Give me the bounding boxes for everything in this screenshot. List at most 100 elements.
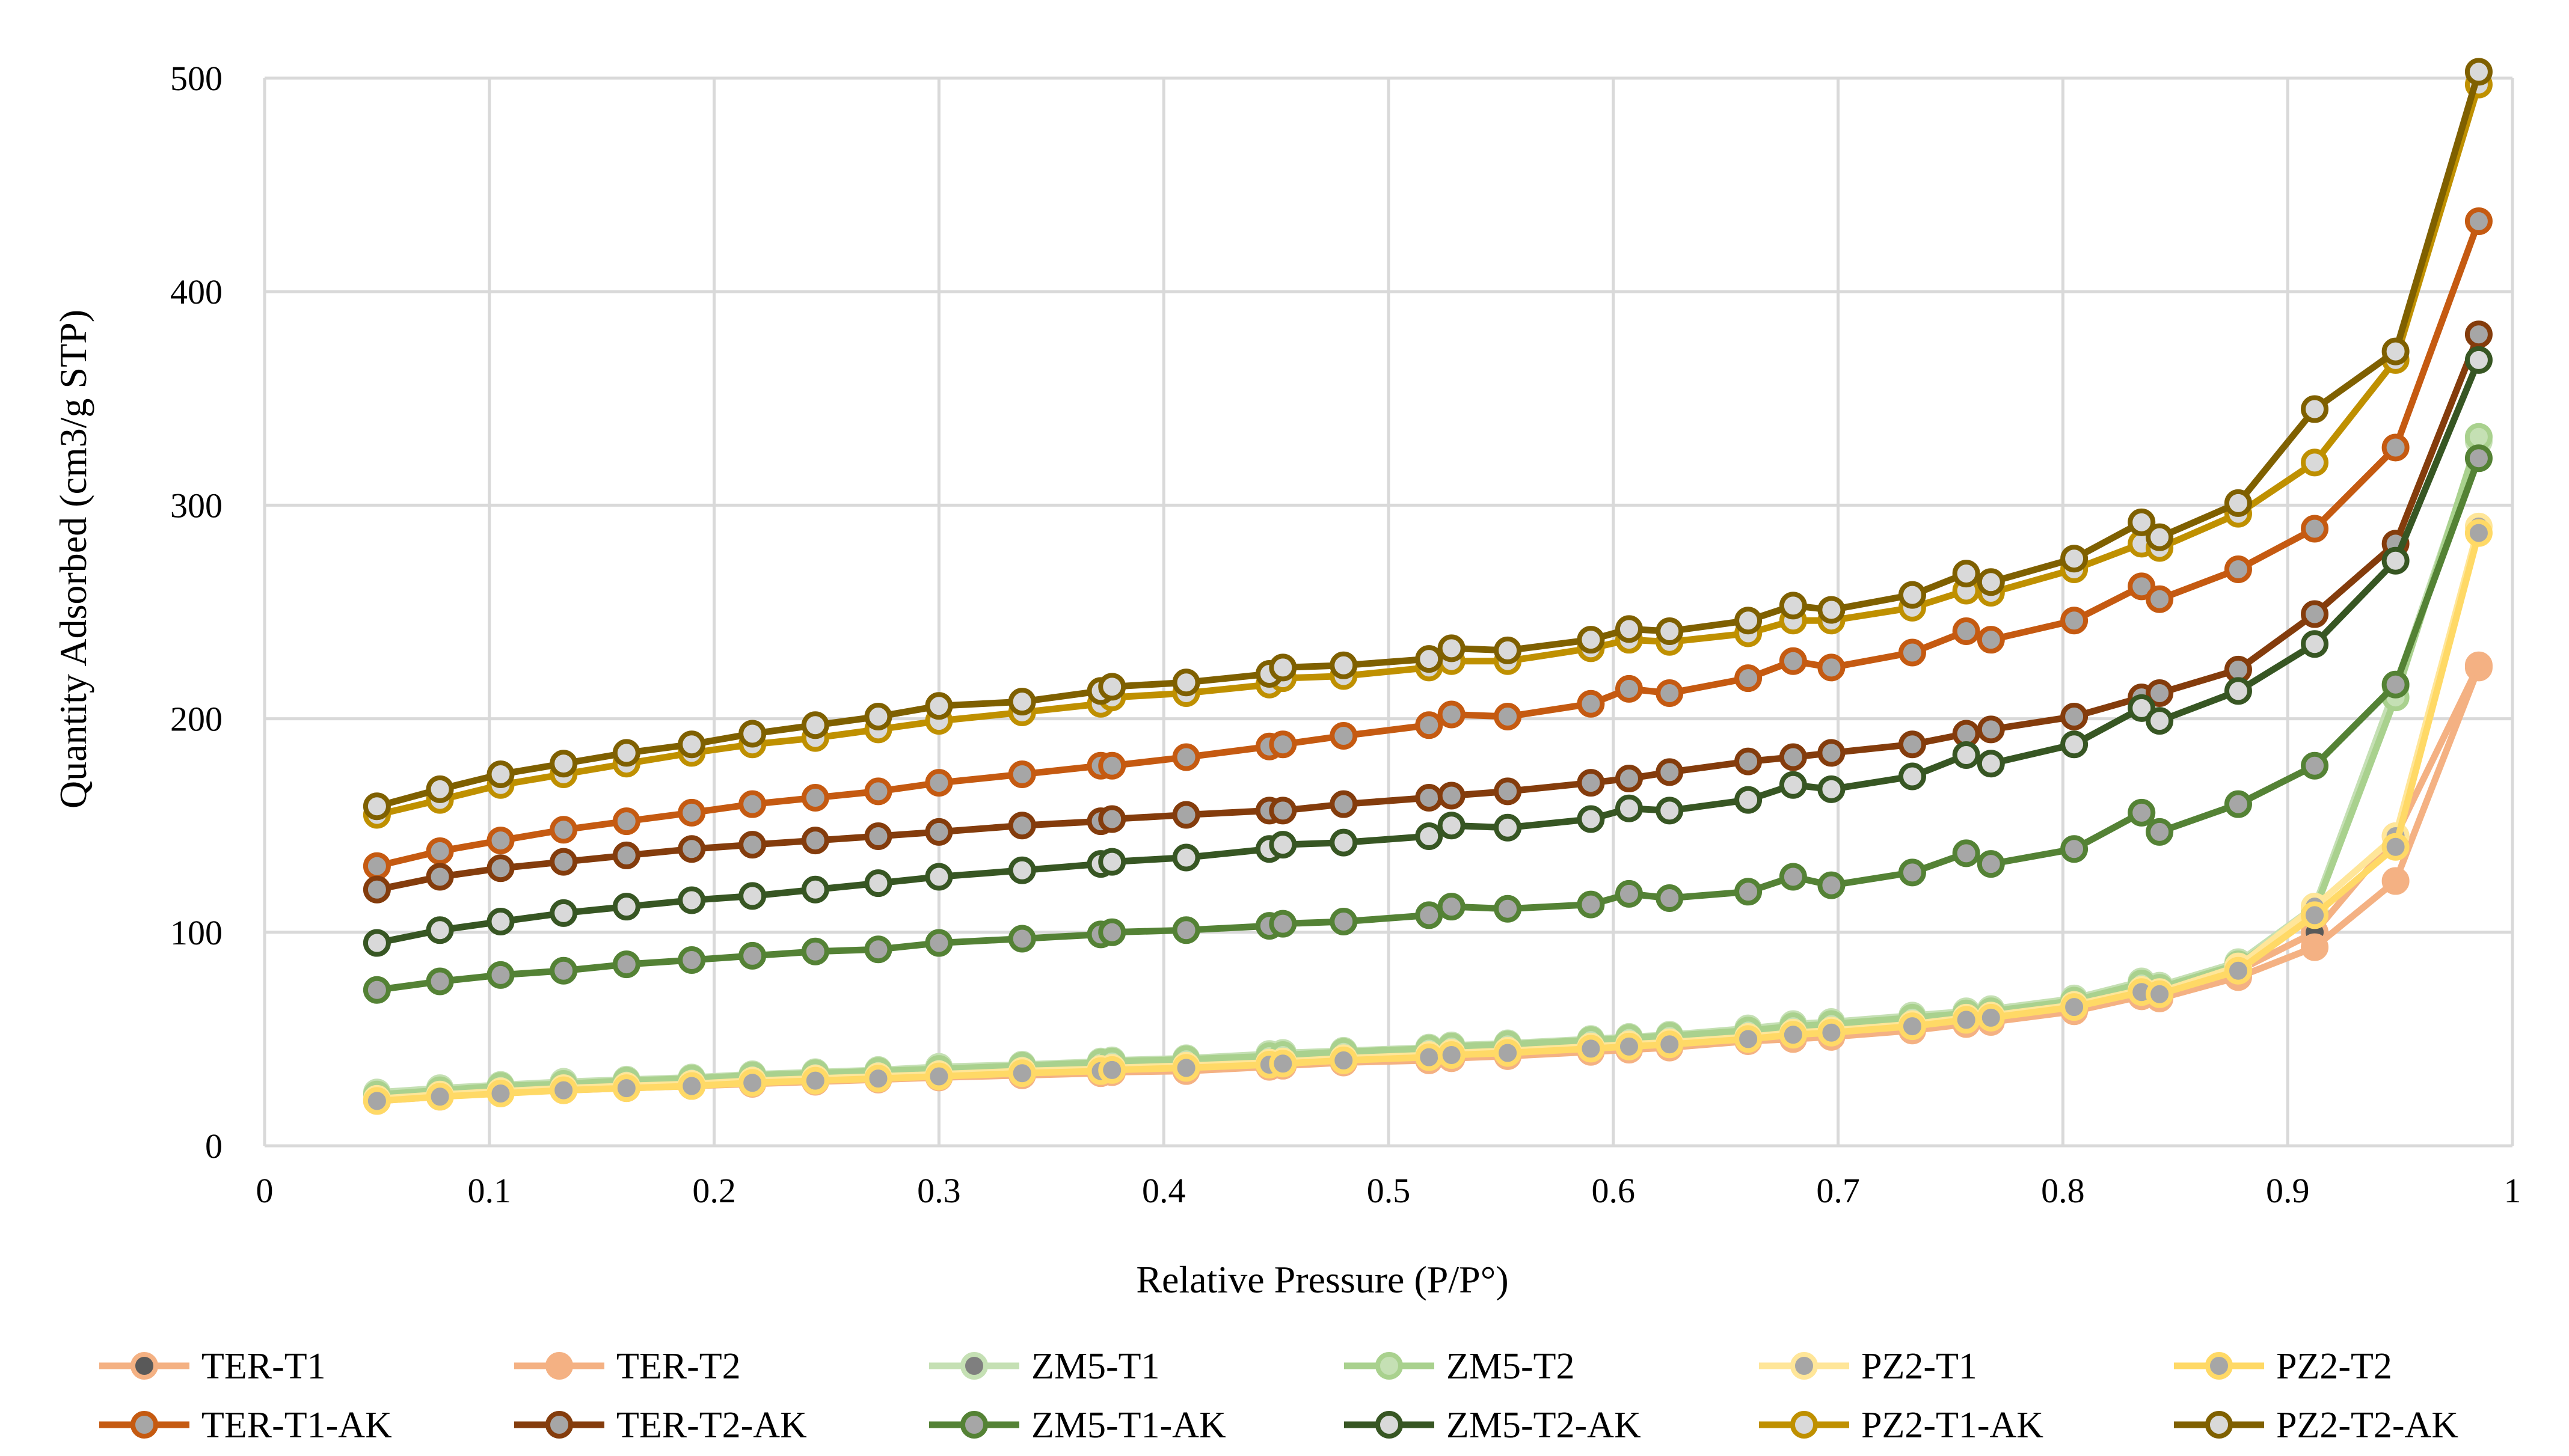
x-axis-title: Relative Pressure (P/P°) xyxy=(1136,1258,1508,1301)
data-point xyxy=(1734,1025,1763,1053)
y-tick-label: 500 xyxy=(170,59,223,98)
legend-marker xyxy=(545,1411,573,1439)
data-point xyxy=(864,935,892,964)
data-point xyxy=(1415,901,1443,929)
data-point xyxy=(2381,670,2410,699)
data-point xyxy=(1817,775,1846,803)
data-point xyxy=(1734,878,1763,906)
data-point xyxy=(801,1066,829,1095)
legend-marker xyxy=(1375,1352,1403,1380)
data-point xyxy=(1330,790,1358,818)
data-point xyxy=(550,750,578,778)
legend-item: TER-T2 xyxy=(514,1346,741,1387)
data-point xyxy=(1977,568,2005,596)
data-point xyxy=(2381,337,2410,366)
data-point xyxy=(2146,818,2174,846)
series-zm5-t2-ak xyxy=(363,346,2493,957)
legend-item: ZM5-T2-AK xyxy=(1344,1405,1641,1446)
data-point xyxy=(1577,1035,1605,1063)
data-point xyxy=(1098,673,1126,701)
data-point xyxy=(1269,910,1297,938)
series-ter-t1-ak xyxy=(363,207,2493,880)
data-point xyxy=(1172,916,1200,944)
data-point xyxy=(486,908,515,936)
legend-label: PZ2-T1 xyxy=(1861,1346,1977,1387)
data-point xyxy=(1269,831,1297,859)
data-point xyxy=(426,967,454,996)
data-point xyxy=(1779,863,1807,891)
legend-label: ZM5-T2-AK xyxy=(1446,1405,1641,1446)
data-point xyxy=(1008,760,1036,788)
legend-label: TER-T2-AK xyxy=(616,1405,807,1446)
data-point xyxy=(1008,925,1036,953)
data-point xyxy=(1172,743,1200,771)
legend-item: PZ2-T1 xyxy=(1759,1346,1977,1387)
data-point xyxy=(550,1076,578,1104)
legend-marker xyxy=(545,1352,573,1380)
x-tick-label: 0.8 xyxy=(2041,1171,2085,1210)
data-point xyxy=(801,937,829,965)
data-point xyxy=(1734,786,1763,814)
data-point xyxy=(1330,908,1358,936)
data-point xyxy=(1330,1046,1358,1074)
data-point xyxy=(1615,1032,1643,1060)
data-point xyxy=(738,720,767,748)
data-point xyxy=(1615,879,1643,908)
data-point xyxy=(1656,679,1684,707)
data-point xyxy=(1779,592,1807,620)
data-point xyxy=(2301,901,2329,929)
data-point xyxy=(2464,320,2493,349)
x-tick-label: 1 xyxy=(2504,1171,2521,1210)
data-point xyxy=(1779,771,1807,799)
data-point xyxy=(1098,751,1126,780)
data-point xyxy=(1952,617,1980,645)
data-point xyxy=(1577,805,1605,833)
data-point xyxy=(2146,523,2174,551)
data-point xyxy=(486,827,515,855)
data-point xyxy=(678,730,706,759)
data-point xyxy=(1817,653,1846,682)
x-tick-label: 0.3 xyxy=(917,1171,961,1210)
legend-marker xyxy=(2205,1352,2233,1380)
data-point xyxy=(1977,750,2005,778)
data-point xyxy=(2381,433,2410,462)
data-point xyxy=(1577,769,1605,797)
data-point xyxy=(363,929,391,957)
data-point xyxy=(678,835,706,863)
data-point xyxy=(1098,1056,1126,1084)
data-point xyxy=(1330,828,1358,857)
data-point xyxy=(363,875,391,904)
data-point xyxy=(1172,1054,1200,1082)
data-point xyxy=(1494,1039,1522,1067)
data-point xyxy=(738,1069,767,1097)
data-point xyxy=(801,784,829,812)
data-point xyxy=(864,869,892,898)
x-tick-label: 0.7 xyxy=(1816,1171,1860,1210)
data-point xyxy=(2381,867,2410,895)
data-point xyxy=(1615,765,1643,793)
data-point xyxy=(678,886,706,914)
data-point xyxy=(486,961,515,989)
data-point xyxy=(426,916,454,944)
data-point xyxy=(486,854,515,882)
label-layer: 0 0.1 0.2 0.3 0.4 0.5 0.6 0.7 0.8 0.9 1 0 100 200 300 4… xyxy=(170,59,2521,1210)
data-point xyxy=(2060,730,2089,759)
data-point xyxy=(550,956,578,985)
legend-label: TER-T1-AK xyxy=(201,1405,392,1446)
data-point xyxy=(2301,448,2329,477)
data-point xyxy=(2146,980,2174,1008)
data-point xyxy=(1008,1059,1036,1087)
data-point xyxy=(1817,1018,1846,1047)
data-point xyxy=(1494,703,1522,731)
grid-layer xyxy=(265,76,2514,1146)
data-point xyxy=(1817,739,1846,767)
data-point xyxy=(2301,933,2329,961)
data-point xyxy=(1977,715,2005,744)
data-point xyxy=(612,1074,640,1103)
data-point xyxy=(550,816,578,844)
data-point xyxy=(1656,1030,1684,1059)
data-point xyxy=(1008,812,1036,840)
legend-marker xyxy=(960,1352,988,1380)
legend-item: ZM5-T2 xyxy=(1344,1346,1575,1387)
legend-marker xyxy=(1790,1352,1818,1380)
